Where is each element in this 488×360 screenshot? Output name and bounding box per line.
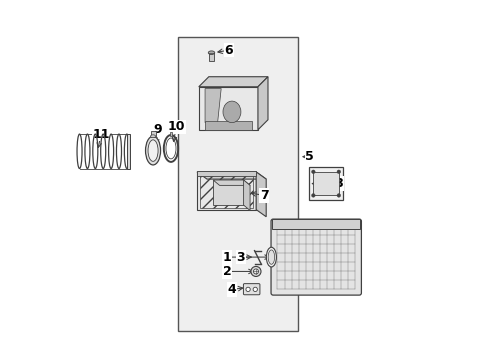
Ellipse shape <box>145 136 160 165</box>
Polygon shape <box>197 172 265 179</box>
Circle shape <box>336 170 340 174</box>
Text: 1: 1 <box>223 251 231 264</box>
Circle shape <box>253 287 257 292</box>
Circle shape <box>253 269 258 274</box>
Bar <box>271 219 360 229</box>
Bar <box>313 172 338 195</box>
FancyBboxPatch shape <box>270 219 361 295</box>
Text: 10: 10 <box>167 121 185 134</box>
Polygon shape <box>198 87 258 130</box>
Ellipse shape <box>150 135 155 138</box>
Polygon shape <box>258 77 267 130</box>
Polygon shape <box>197 172 256 210</box>
Polygon shape <box>243 180 249 211</box>
Polygon shape <box>213 180 249 185</box>
Circle shape <box>311 170 314 174</box>
Polygon shape <box>213 180 243 205</box>
Ellipse shape <box>266 247 276 267</box>
Ellipse shape <box>148 140 158 161</box>
Ellipse shape <box>267 250 274 264</box>
Text: 6: 6 <box>224 44 233 57</box>
Ellipse shape <box>208 51 214 54</box>
Ellipse shape <box>223 101 241 123</box>
Text: 5: 5 <box>305 150 313 163</box>
Text: 9: 9 <box>153 123 162 136</box>
Polygon shape <box>198 77 267 87</box>
Polygon shape <box>204 89 221 123</box>
Bar <box>308 167 343 200</box>
Text: 2: 2 <box>223 265 231 278</box>
Bar <box>150 131 155 137</box>
Text: 4: 4 <box>227 283 236 296</box>
FancyBboxPatch shape <box>243 284 260 295</box>
Bar <box>204 121 251 130</box>
Bar <box>178 37 298 330</box>
Text: 3: 3 <box>236 251 244 264</box>
Bar <box>126 134 130 168</box>
Circle shape <box>250 266 261 276</box>
Bar <box>197 171 256 176</box>
Bar <box>169 132 172 136</box>
Text: 8: 8 <box>334 177 343 190</box>
Bar <box>209 53 213 60</box>
Circle shape <box>311 194 314 197</box>
Text: 11: 11 <box>92 127 110 141</box>
Polygon shape <box>256 172 265 217</box>
Bar <box>199 174 253 208</box>
Text: 7: 7 <box>259 189 268 202</box>
Circle shape <box>245 287 250 292</box>
Circle shape <box>336 194 340 197</box>
